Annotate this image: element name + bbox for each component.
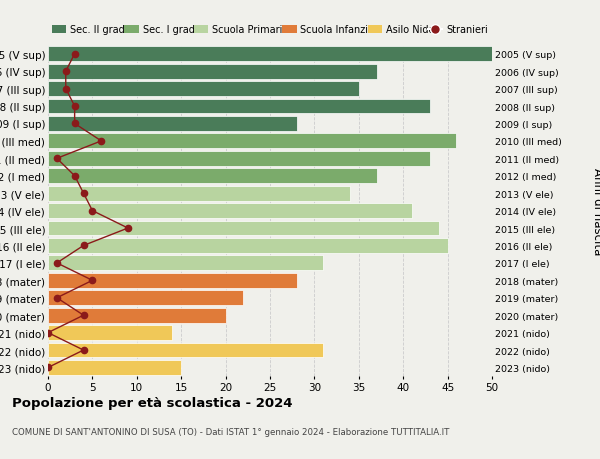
Bar <box>48 82 359 97</box>
Bar <box>48 204 412 218</box>
Bar <box>48 273 296 288</box>
Bar <box>48 308 226 323</box>
Bar <box>48 169 377 184</box>
Bar <box>48 134 457 149</box>
Text: COMUNE DI SANT'ANTONINO DI SUSA (TO) - Dati ISTAT 1° gennaio 2024 - Elaborazione: COMUNE DI SANT'ANTONINO DI SUSA (TO) - D… <box>12 427 449 436</box>
Bar <box>48 117 296 132</box>
Legend: Sec. II grado, Sec. I grado, Scuola Primaria, Scuola Infanzia, Asilo Nido, Stran: Sec. II grado, Sec. I grado, Scuola Prim… <box>48 22 492 39</box>
Bar <box>48 343 323 358</box>
Bar <box>48 221 439 236</box>
Bar <box>48 100 430 114</box>
Bar <box>48 256 323 271</box>
Bar <box>48 47 492 62</box>
Bar <box>48 186 350 201</box>
Text: Popolazione per età scolastica - 2024: Popolazione per età scolastica - 2024 <box>12 396 293 409</box>
Text: Anni di nascita: Anni di nascita <box>590 168 600 255</box>
Bar <box>48 239 448 253</box>
Bar <box>48 291 244 306</box>
Bar <box>48 65 377 79</box>
Bar <box>48 325 172 340</box>
Bar <box>48 360 181 375</box>
Bar <box>48 151 430 166</box>
